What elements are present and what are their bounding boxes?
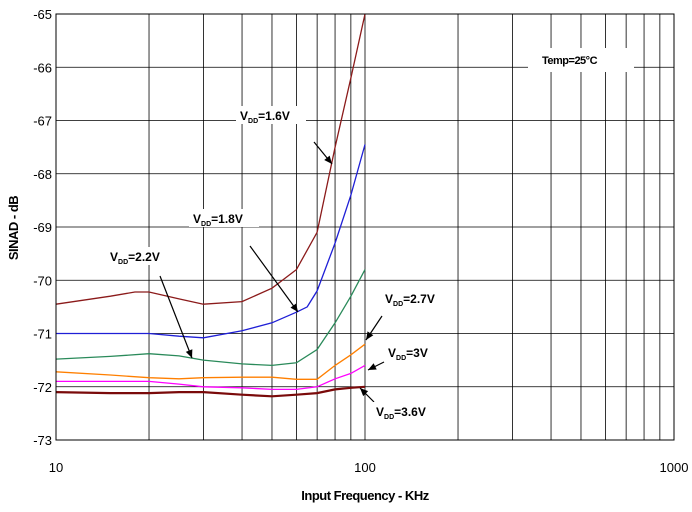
series-label: VDD=2.7V <box>385 292 435 308</box>
annotation-arrowhead <box>360 388 369 397</box>
series-label: VDD=3V <box>388 346 428 362</box>
series-lines <box>55 13 366 398</box>
series-line <box>56 364 366 391</box>
annotation-arrowhead <box>366 331 374 340</box>
temperature-note: Temp=25°C <box>542 55 598 67</box>
y-tick-label: -68 <box>33 167 52 182</box>
series-label-bg <box>189 209 259 227</box>
series-label-bg <box>106 247 176 265</box>
x-tick-label: 100 <box>354 460 376 475</box>
annotation-arrow <box>159 275 193 359</box>
series-label-bg <box>381 289 451 307</box>
plot-area <box>55 13 675 441</box>
series-label: VDD=2.2V <box>110 250 160 266</box>
grid <box>56 14 674 440</box>
y-tick-label: -66 <box>33 60 52 75</box>
tick-labels: -65 -66 -67 -68 -69 -70 -71 -72 -73 10 100 1000 <box>33 7 688 475</box>
y-tick-label: -72 <box>33 380 52 395</box>
y-tick-label: -71 <box>33 327 52 342</box>
x-axis-title: Input Frequency - KHz <box>301 488 429 503</box>
y-tick-label: -73 <box>33 433 52 448</box>
annotation-arrows <box>159 141 385 403</box>
x-tick-label: 10 <box>49 460 63 475</box>
annotation-arrowhead <box>324 155 332 164</box>
series-label-bg <box>236 106 306 124</box>
y-tick-label: -69 <box>33 220 52 235</box>
y-axis-title: SINAD - dB <box>6 196 21 260</box>
x-tick-label: 1000 <box>660 460 689 475</box>
series-line <box>55 385 366 398</box>
y-tick-label: -70 <box>33 273 52 288</box>
y-tick-label: -67 <box>33 114 52 129</box>
note-box <box>528 48 634 72</box>
series-label: VDD=3.6V <box>376 405 426 421</box>
annotation-arrowhead <box>290 303 298 312</box>
series-labels: VDD=1.6V VDD=1.8V VDD=2.2V VDD=2.7V VDD=3V VD… <box>106 106 454 421</box>
annotation-arrow <box>249 245 299 313</box>
y-tick-label: -65 <box>33 7 52 22</box>
series-label-bg <box>384 343 454 361</box>
series-line <box>55 343 366 380</box>
series-label: VDD=1.8V <box>193 212 243 228</box>
series-label-bg <box>372 402 442 420</box>
series-line <box>55 13 366 305</box>
annotation-arrowhead <box>185 349 193 358</box>
series-label: VDD=1.6V <box>240 109 290 125</box>
annotation-arrowhead <box>368 363 377 370</box>
series-line <box>56 144 366 339</box>
series-line <box>55 269 366 367</box>
